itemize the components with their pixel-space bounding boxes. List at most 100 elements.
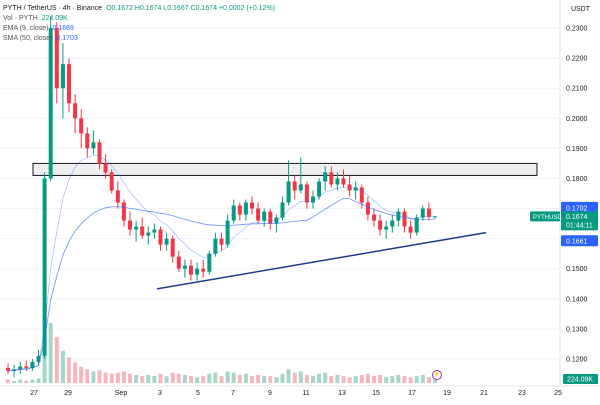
volume-indicator-value: 224.09K — [41, 15, 68, 22]
volume-bar — [298, 371, 303, 383]
volume-bar — [372, 376, 376, 383]
candle-body — [298, 184, 303, 191]
sma-indicator-label[interactable]: SMA (50, close) — [3, 35, 53, 42]
volume-bar — [6, 379, 10, 383]
candle-body — [67, 64, 71, 104]
candle-body — [256, 208, 261, 221]
volume-bar — [378, 374, 383, 383]
volume-bar — [207, 373, 212, 383]
candle-body — [121, 202, 126, 221]
candle-body — [268, 211, 273, 224]
volume-bar — [121, 371, 126, 383]
volume-bar — [225, 371, 230, 383]
candle-body — [329, 172, 334, 185]
candle-body — [250, 202, 254, 209]
event-marker-icon[interactable]: ⚡ — [432, 370, 442, 380]
ema-badge — [561, 235, 598, 247]
volume-bars — [6, 323, 437, 383]
time-tick-label: 13 — [338, 390, 346, 397]
candle-body — [6, 367, 10, 371]
legend-symbol-row: PYTH / TetherUS · 4h · Binance O0.1672 H… — [3, 4, 275, 14]
candle-body — [18, 366, 23, 370]
candle-body — [73, 103, 78, 119]
volume-bar — [30, 379, 35, 383]
volume-bar — [152, 376, 157, 383]
time-tick-label: Sep — [115, 390, 128, 397]
quote-currency-label[interactable]: USDT — [570, 6, 590, 13]
time-tick-label: 5 — [196, 390, 200, 397]
volume-bar — [304, 374, 309, 383]
volume-bar — [128, 373, 132, 383]
price-tick-label: 0.1900 — [566, 146, 588, 153]
volume-bar — [60, 350, 65, 383]
candle-body — [207, 253, 212, 272]
volume-bar — [329, 376, 334, 383]
volume-bar — [402, 376, 407, 383]
candle-body — [30, 361, 35, 368]
candle-body — [134, 226, 139, 230]
legend-ema-row: EMA (9, close) 0.1669 — [3, 24, 275, 34]
volume-indicator-label[interactable]: Vol · PYTH — [3, 15, 38, 22]
candle-body — [91, 142, 96, 149]
candle-body — [164, 238, 169, 245]
candle-body — [42, 178, 47, 356]
volume-bar — [67, 357, 71, 383]
price-axis[interactable]: 0.12000.13000.14000.15000.16000.17000.18… — [559, 0, 588, 386]
volume-bar — [189, 376, 193, 383]
volume-bar — [408, 377, 413, 383]
candle-body — [109, 172, 114, 191]
candle-body — [79, 118, 84, 134]
volume-bar — [396, 374, 401, 383]
time-tick-label: 17 — [408, 390, 416, 397]
volume-bar — [36, 378, 41, 383]
candle-body — [317, 181, 322, 197]
candle-body — [97, 142, 102, 164]
symbol-badge-text: PYTHUSDT — [533, 215, 566, 221]
volume-bar — [353, 376, 358, 383]
candle-body — [286, 181, 291, 203]
volume-bar — [18, 379, 23, 383]
volume-bar — [280, 373, 285, 383]
volume-bar — [48, 323, 53, 383]
ema-indicator-label[interactable]: EMA (9, close) — [3, 25, 49, 32]
support-trendline[interactable] — [156, 231, 487, 290]
volume-bar — [231, 372, 236, 383]
volume-bar — [146, 374, 151, 383]
candle-body — [115, 190, 120, 203]
candle-body — [280, 202, 285, 218]
volume-bar — [73, 362, 78, 383]
candle-body — [158, 229, 163, 245]
volume-bar — [85, 369, 90, 383]
volume-bar — [243, 373, 248, 383]
sma-indicator-value: 0.1703 — [56, 35, 78, 42]
time-tick-label: 7 — [231, 390, 235, 397]
volume-bar — [420, 374, 425, 383]
candle-body — [341, 178, 346, 185]
resistance-zone-box — [32, 162, 538, 176]
volume-bar — [201, 376, 206, 383]
time-tick-label: 27 — [30, 390, 38, 397]
candle-body — [219, 238, 224, 245]
volume-bar — [103, 372, 108, 383]
candle-body — [128, 220, 132, 230]
volume-bar — [79, 366, 84, 383]
chart-legend: PYTH / TetherUS · 4h · Binance O0.1672 H… — [3, 4, 275, 44]
volume-bar — [359, 374, 364, 383]
symbol-title[interactable]: PYTH / TetherUS · 4h · Binance — [3, 5, 103, 12]
time-axis[interactable]: 27 29 Sep 3 5 7 9 11 13 15 17 19 21 23 25 — [0, 385, 600, 397]
volume-bar — [323, 372, 328, 383]
candle-body — [420, 208, 425, 218]
grid-lines — [0, 27, 560, 360]
volume-bar — [213, 372, 218, 383]
resistance-zone[interactable] — [32, 162, 538, 176]
sma-50-line — [7, 197, 436, 372]
candle-body — [213, 238, 218, 254]
volume-bar — [341, 376, 346, 383]
candle-body — [311, 196, 315, 203]
candle-body — [408, 226, 413, 233]
moving-average-lines — [7, 154, 436, 372]
price-tick-label: 0.1300 — [566, 326, 588, 333]
